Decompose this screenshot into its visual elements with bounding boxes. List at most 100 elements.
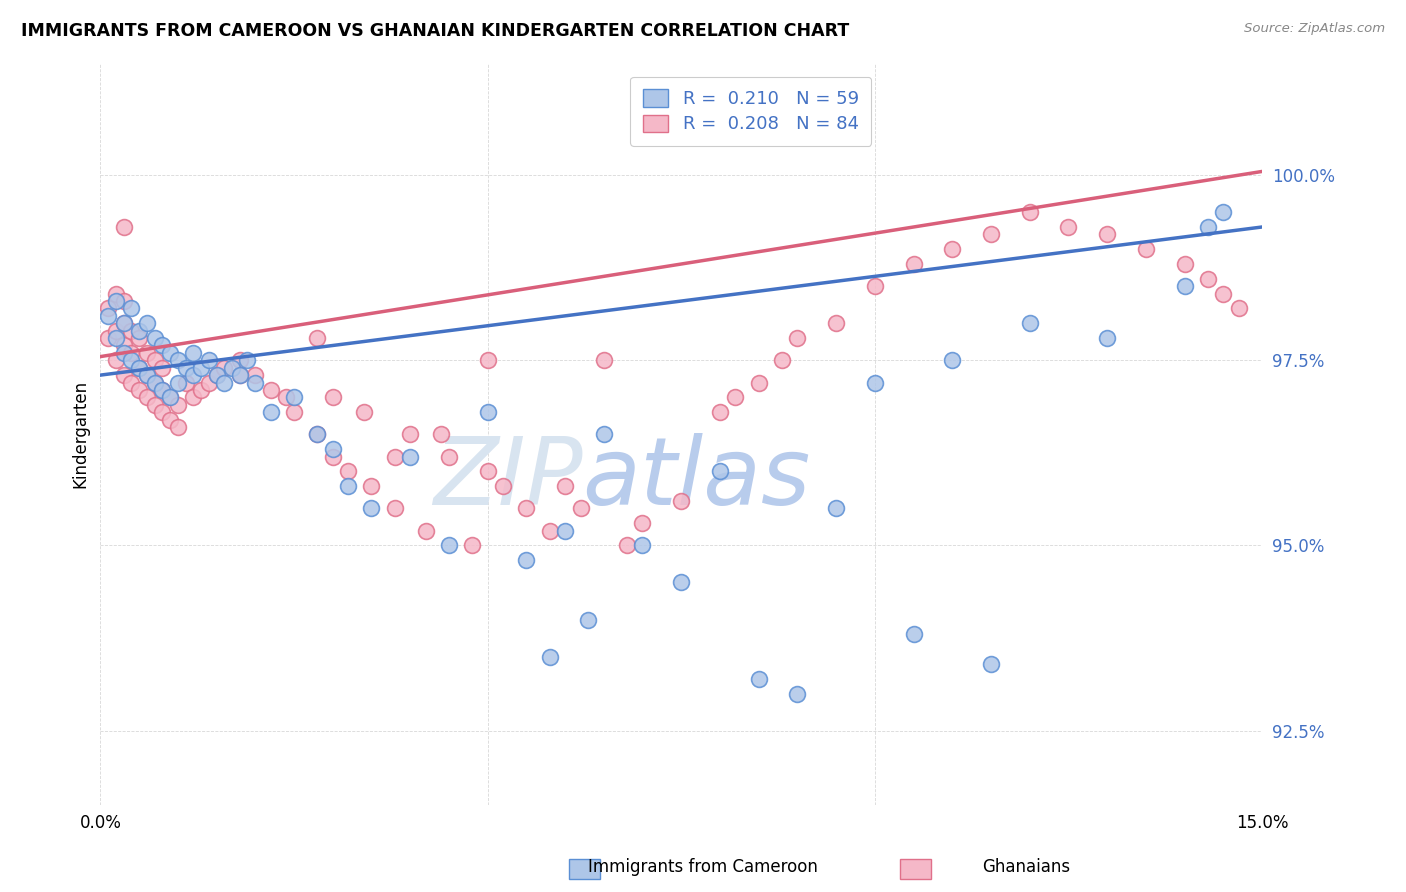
Point <box>97 309 120 323</box>
Point <box>283 405 305 419</box>
Point <box>135 390 157 404</box>
Point <box>477 464 499 478</box>
Point <box>399 450 422 464</box>
Point <box>554 479 576 493</box>
Point <box>477 405 499 419</box>
Point <box>360 501 382 516</box>
Point <box>360 479 382 493</box>
Point <box>538 649 561 664</box>
Point <box>150 338 173 352</box>
Point <box>128 383 150 397</box>
Point <box>260 383 283 397</box>
Point <box>1197 219 1219 234</box>
Point <box>97 331 120 345</box>
Point <box>214 360 236 375</box>
Point <box>166 353 188 368</box>
Point <box>415 524 437 538</box>
Point <box>825 501 848 516</box>
Point <box>181 346 204 360</box>
Point <box>337 479 360 493</box>
Point <box>1227 301 1250 316</box>
Point <box>120 353 142 368</box>
Point <box>229 368 252 383</box>
Point <box>770 353 793 368</box>
Point <box>631 539 654 553</box>
Point <box>786 331 808 345</box>
Point <box>112 368 135 383</box>
Point <box>384 501 406 516</box>
Point <box>135 316 157 330</box>
Point <box>128 360 150 375</box>
Point <box>112 346 135 360</box>
Point <box>437 539 460 553</box>
Point <box>236 353 259 368</box>
Point <box>1095 331 1118 345</box>
Point <box>159 390 181 404</box>
Point <box>166 420 188 434</box>
Point <box>307 331 329 345</box>
Point <box>143 353 166 368</box>
Point <box>1212 286 1234 301</box>
Point <box>322 450 344 464</box>
Point <box>166 398 188 412</box>
Point <box>724 390 747 404</box>
Point <box>1018 205 1040 219</box>
Point <box>903 627 925 641</box>
Point <box>112 219 135 234</box>
Point <box>205 368 228 383</box>
Point <box>150 360 173 375</box>
Point <box>322 390 344 404</box>
Point <box>112 316 135 330</box>
Point <box>181 368 204 383</box>
Point <box>515 501 537 516</box>
Point <box>477 353 499 368</box>
Point <box>709 405 731 419</box>
Point <box>104 324 127 338</box>
Point <box>104 353 127 368</box>
Point <box>120 301 142 316</box>
Point <box>515 553 537 567</box>
Point <box>221 360 243 375</box>
Point <box>492 479 515 493</box>
Point <box>322 442 344 457</box>
Y-axis label: Kindergarten: Kindergarten <box>72 380 89 489</box>
Point <box>430 427 453 442</box>
Point <box>1135 242 1157 256</box>
Point <box>786 687 808 701</box>
Point <box>1197 272 1219 286</box>
Point <box>631 516 654 531</box>
Point <box>97 301 120 316</box>
Point <box>128 331 150 345</box>
Point <box>399 427 422 442</box>
Point <box>104 286 127 301</box>
Point <box>825 316 848 330</box>
Point <box>748 376 770 390</box>
Point <box>229 353 252 368</box>
Point <box>190 383 212 397</box>
Point <box>592 427 614 442</box>
Point <box>1212 205 1234 219</box>
Text: Immigrants from Cameroon: Immigrants from Cameroon <box>588 858 818 876</box>
Point <box>174 376 197 390</box>
Point <box>104 331 127 345</box>
Point <box>337 464 360 478</box>
Point <box>941 353 963 368</box>
Point <box>669 494 692 508</box>
Point <box>276 390 298 404</box>
Point <box>260 405 283 419</box>
Point <box>980 227 1002 242</box>
Text: atlas: atlas <box>582 434 811 524</box>
Point <box>112 338 135 352</box>
Point <box>128 360 150 375</box>
Point <box>143 376 166 390</box>
Point <box>120 376 142 390</box>
Point <box>307 427 329 442</box>
Point <box>150 383 173 397</box>
Point <box>166 376 188 390</box>
Point <box>1018 316 1040 330</box>
Point <box>616 539 638 553</box>
Point <box>112 316 135 330</box>
Point <box>120 324 142 338</box>
Point <box>150 405 173 419</box>
Point <box>669 575 692 590</box>
